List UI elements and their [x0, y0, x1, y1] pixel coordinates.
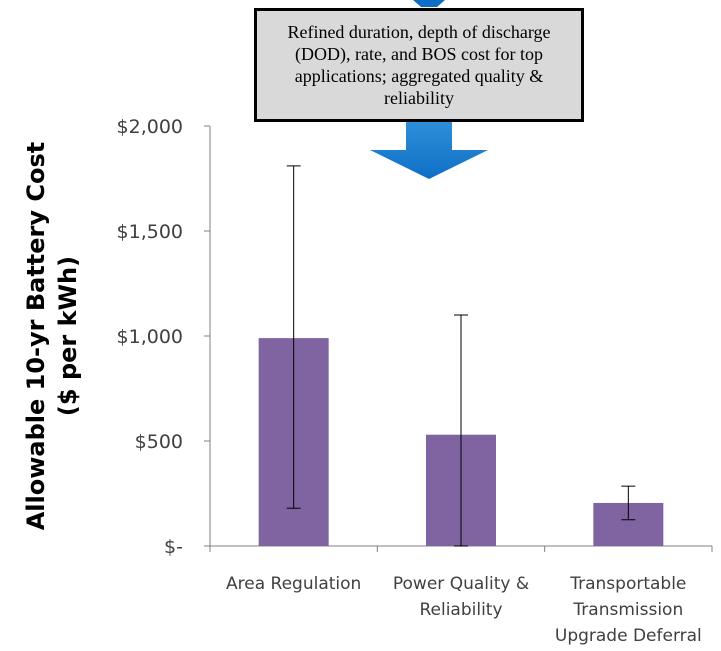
category-label: Power Quality &: [393, 574, 529, 594]
x-axis: [209, 545, 713, 552]
category-labels: Area Regulation Power Quality & Reliabilit…: [226, 574, 702, 646]
category-label: Transportable: [569, 574, 686, 594]
category-label: Transmission: [572, 600, 683, 620]
y-tick-label: $500: [135, 431, 183, 453]
y-axis-title-line-2: ($ per kWh): [54, 256, 82, 416]
callout-text: Refined duration, depth of discharge (DO…: [287, 22, 551, 108]
y-axis: $- $500 $1,000 $1,500 $2,000: [117, 116, 211, 558]
down-arrow-icon: [370, 122, 488, 179]
y-axis-title-line-1: Allowable 10-yr Battery Cost: [22, 142, 50, 531]
y-axis-title: Allowable 10-yr Battery Cost ($ per kWh): [22, 142, 82, 531]
category-label: Area Regulation: [226, 574, 361, 594]
category-label: Upgrade Deferral: [555, 626, 702, 646]
y-tick-label: $1,000: [117, 326, 183, 348]
error-bars: [286, 165, 636, 547]
callout-box: Refined duration, depth of discharge (DO…: [254, 8, 584, 122]
y-tick-label: $-: [164, 536, 183, 558]
category-label: Reliability: [419, 600, 502, 620]
y-tick-label: $1,500: [117, 221, 183, 243]
top-arrow-icon: [413, 0, 445, 7]
y-tick-label: $2,000: [117, 116, 183, 138]
